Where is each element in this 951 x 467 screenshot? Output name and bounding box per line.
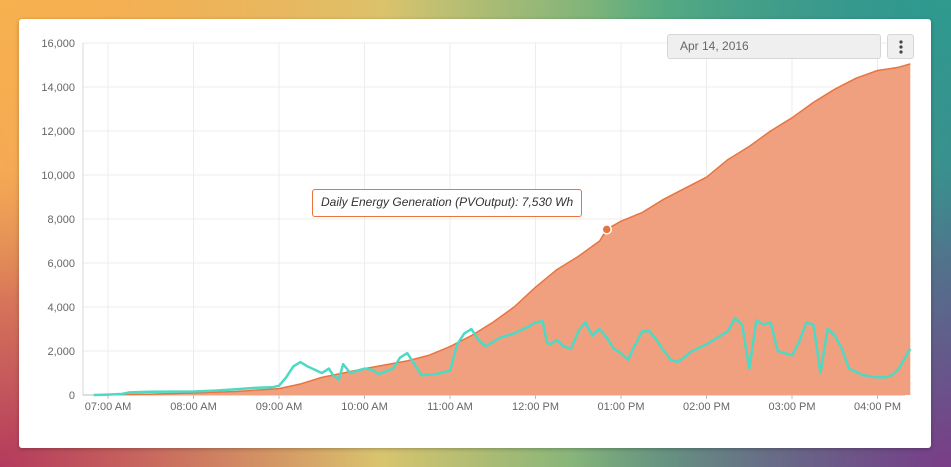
y-tick-label: 10,000 — [41, 170, 75, 182]
x-tick-label: 03:00 PM — [768, 401, 815, 413]
y-tick-label: 0 — [69, 390, 75, 402]
x-tick-label: 12:00 PM — [512, 401, 559, 413]
y-tick-label: 16,000 — [41, 38, 75, 50]
x-axis-labels: 07:00 AM 08:00 AM 09:00 AM 10:00 AM 11:00 AM… — [85, 401, 901, 413]
x-tick-label: 02:00 PM — [683, 401, 730, 413]
y-axis-labels: 0 2,000 4,000 6,000 8,000 10,000 12,000 14,000 1… — [41, 38, 75, 402]
series-1-line — [93, 316, 912, 397]
y-tick-label: 2,000 — [47, 346, 75, 358]
x-tick-label: 11:00 AM — [427, 401, 473, 413]
y-tick-label: 12,000 — [41, 126, 75, 138]
chart-menu-button[interactable] — [887, 34, 914, 59]
y-tick-label: 4,000 — [47, 302, 75, 314]
date-picker-input[interactable]: Apr 14, 2016 — [667, 34, 881, 59]
daily-energy-generation-pvoutput-line — [93, 63, 911, 396]
x-tick-label: 09:00 AM — [256, 401, 302, 413]
y-tick-label: 14,000 — [41, 82, 75, 94]
highlight-marker — [601, 224, 612, 235]
x-tick-label: 07:00 AM — [85, 401, 131, 413]
y-tick-label: 6,000 — [47, 258, 75, 270]
y-tick-label: 8,000 — [47, 214, 75, 226]
daily-energy-generation-pvoutput-area — [93, 63, 911, 396]
highlight-point[interactable] — [601, 224, 612, 235]
x-tick-label: 08:00 AM — [170, 401, 216, 413]
chart-series — [93, 63, 912, 397]
x-tick-label: 10:00 AM — [341, 401, 387, 413]
x-tick-label: 04:00 PM — [854, 401, 901, 413]
data-tooltip: Daily Energy Generation (PVOutput): 7,53… — [312, 189, 583, 217]
kebab-menu-icon — [898, 39, 903, 54]
x-tick-label: 01:00 PM — [597, 401, 644, 413]
